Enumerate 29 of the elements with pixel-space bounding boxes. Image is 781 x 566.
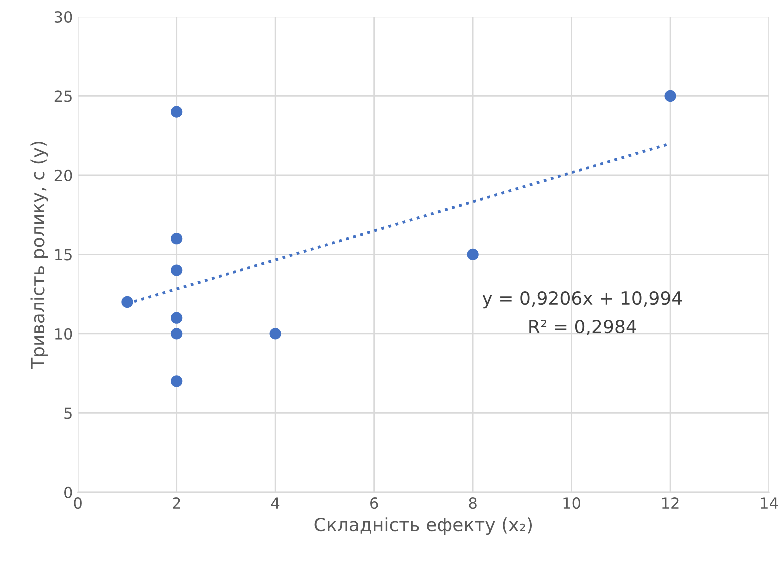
point [171,312,183,324]
x-tick-label: 2 [173,498,180,509]
point [171,328,183,340]
point [171,233,183,245]
x-tick-label: 4 [271,498,280,509]
x-tick-label: 0 [74,498,82,510]
point [171,376,183,388]
annotation: y = 0,9206x + 10,994 [482,291,682,309]
y-tick-label: 5 [64,408,72,420]
y-tick-label: 30 [54,11,72,23]
y-tick-label: 0 [64,486,72,498]
x-tick-label: 6 [370,498,378,510]
point [171,106,183,118]
y-tick-label: 15 [55,249,72,261]
point [467,248,479,261]
point [664,90,676,102]
point [270,328,282,340]
x-tick-label: 14 [761,498,778,509]
y-tick-label: 25 [54,90,72,102]
x-axis-title: Складність ефекту (x₂) [314,518,532,536]
point [171,264,183,276]
x-tick-label: 12 [662,498,679,509]
x-tick-label: 8 [469,498,477,510]
y-tick-label: 20 [54,170,72,182]
y-tick-label: 10 [55,328,72,340]
annotation: R² = 0,2984 [530,320,636,336]
x-tick-label: 10 [564,498,581,510]
point [122,296,134,308]
y-axis-title: Тривалість ролику, с (y) [30,142,48,370]
